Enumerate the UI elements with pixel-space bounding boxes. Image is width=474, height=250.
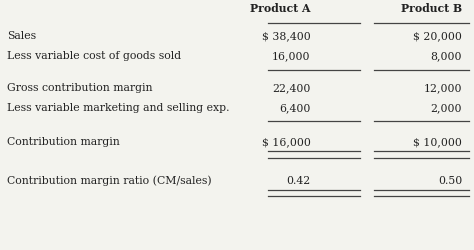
- Text: 0.50: 0.50: [438, 176, 462, 186]
- Text: Less variable cost of goods sold: Less variable cost of goods sold: [7, 51, 181, 61]
- Text: 12,000: 12,000: [424, 83, 462, 93]
- Text: $ 16,000: $ 16,000: [262, 137, 310, 147]
- Text: 2,000: 2,000: [431, 103, 462, 113]
- Text: $ 38,400: $ 38,400: [262, 31, 310, 41]
- Text: Gross contribution margin: Gross contribution margin: [7, 83, 153, 93]
- Text: Contribution margin: Contribution margin: [7, 137, 120, 147]
- Text: Contribution margin ratio (CM/sales): Contribution margin ratio (CM/sales): [7, 175, 212, 186]
- Text: 8,000: 8,000: [431, 51, 462, 61]
- Text: Product A: Product A: [250, 3, 310, 14]
- Text: $ 10,000: $ 10,000: [413, 137, 462, 147]
- Text: 0.42: 0.42: [286, 176, 310, 186]
- Text: 6,400: 6,400: [279, 103, 310, 113]
- Text: Sales: Sales: [7, 31, 36, 41]
- Text: 22,400: 22,400: [272, 83, 310, 93]
- Text: Less variable marketing and selling exp.: Less variable marketing and selling exp.: [7, 103, 229, 113]
- Text: 16,000: 16,000: [272, 51, 310, 61]
- Text: $ 20,000: $ 20,000: [413, 31, 462, 41]
- Text: Product B: Product B: [401, 3, 462, 14]
